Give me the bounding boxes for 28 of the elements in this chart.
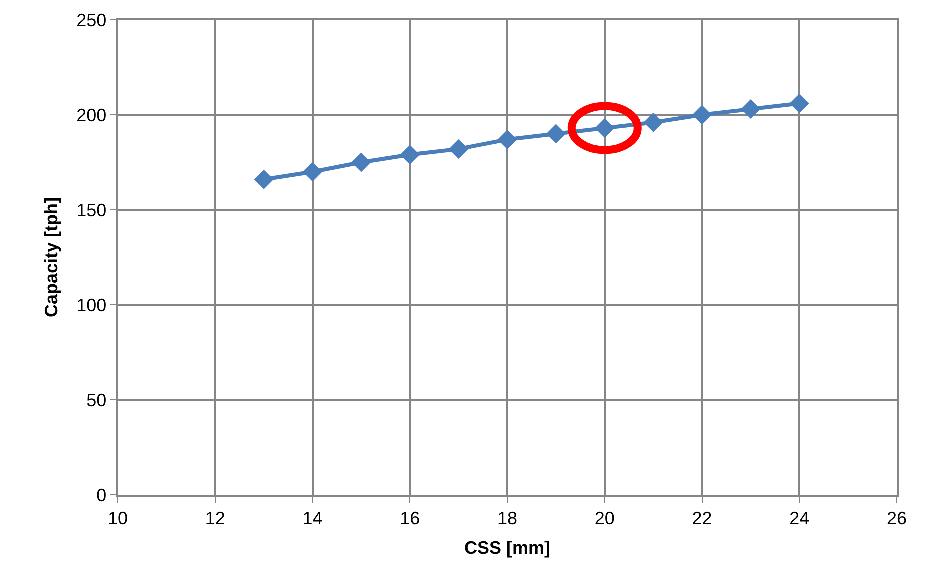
point bbox=[546, 124, 566, 144]
point bbox=[303, 162, 322, 182]
x-tick-label: 16 bbox=[400, 508, 420, 528]
y-axis-title: Capacity [tph] bbox=[41, 197, 62, 318]
point bbox=[741, 100, 761, 120]
x-tick-label: 10 bbox=[108, 508, 128, 528]
x-axis-title: CSS [mm] bbox=[464, 538, 551, 558]
x-tick-label: 22 bbox=[692, 508, 712, 528]
y-tick-label: 150 bbox=[76, 200, 107, 220]
x-tick-label: 14 bbox=[302, 508, 323, 528]
point bbox=[644, 112, 664, 132]
point bbox=[790, 94, 810, 114]
x-tick-label: 26 bbox=[886, 508, 908, 528]
x-tick-label: 12 bbox=[205, 508, 226, 528]
point bbox=[254, 170, 274, 190]
point bbox=[449, 139, 469, 159]
point bbox=[498, 130, 518, 150]
x-tick-label: 20 bbox=[594, 508, 615, 528]
y-tick-label: 250 bbox=[76, 10, 107, 30]
x-tick-label: 18 bbox=[497, 508, 518, 528]
y-tick-label: 50 bbox=[86, 390, 107, 410]
point bbox=[400, 145, 420, 165]
point bbox=[352, 152, 372, 172]
point bbox=[692, 105, 712, 125]
y-tick-label: 200 bbox=[76, 105, 107, 126]
x-tick-label: 24 bbox=[790, 508, 810, 528]
y-tick-label: 0 bbox=[96, 485, 107, 506]
y-tick-label: 100 bbox=[76, 295, 107, 316]
